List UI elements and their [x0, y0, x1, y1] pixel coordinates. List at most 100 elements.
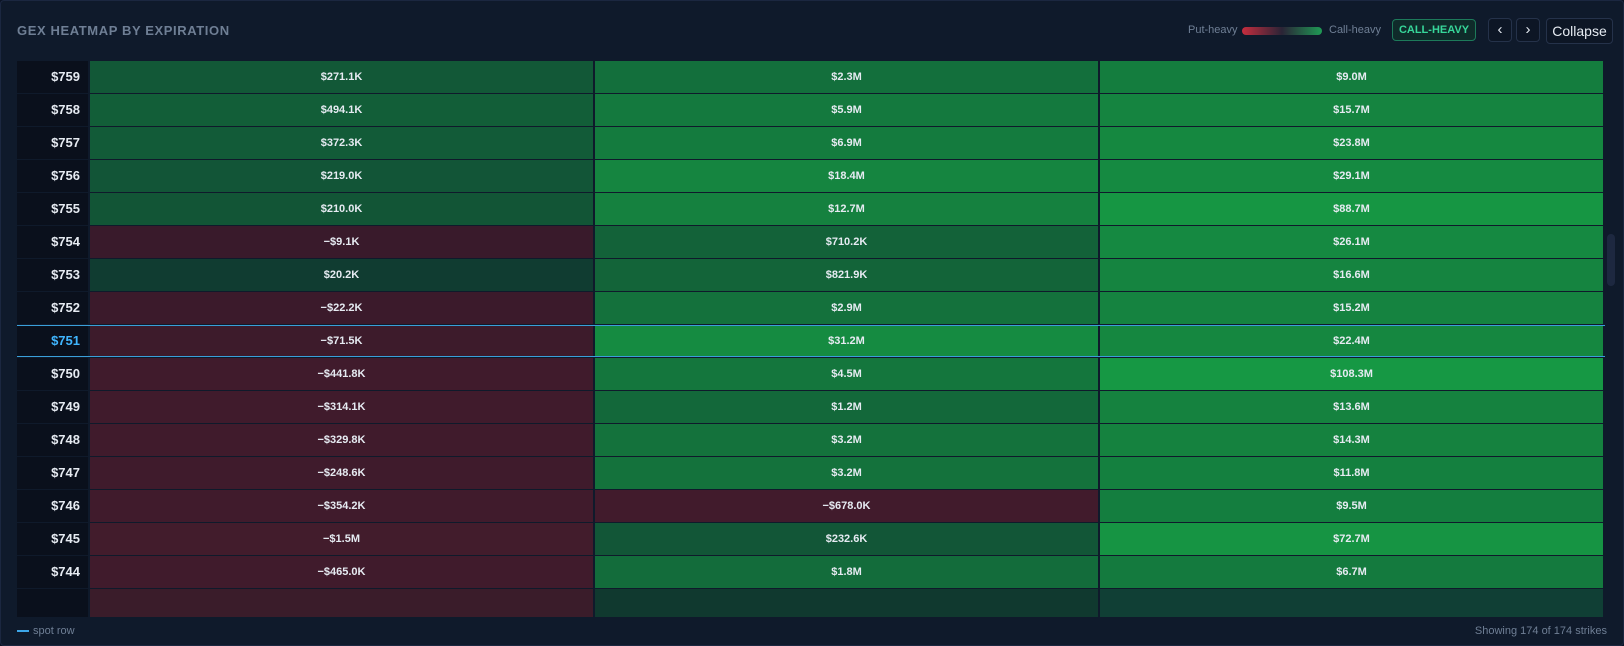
table-row[interactable]: $758 $494.1K $5.9M $15.7M	[17, 94, 1605, 126]
gex-cell[interactable]: $31.2M	[595, 325, 1098, 357]
next-button[interactable]: ›	[1516, 18, 1540, 42]
gex-cell[interactable]: $16.6M	[1100, 259, 1603, 291]
gex-cell[interactable]: $108.3M	[1100, 358, 1603, 390]
gex-cell[interactable]: $3.2M	[595, 424, 1098, 456]
gex-cell[interactable]: −$22.2K	[90, 292, 593, 324]
gex-cell[interactable]: $26.1M	[1100, 226, 1603, 258]
table-row[interactable]: $755 $210.0K $12.7M $88.7M	[17, 193, 1605, 225]
previous-button[interactable]: ‹	[1488, 18, 1512, 42]
gex-cell[interactable]: $18.4M	[595, 160, 1098, 192]
gex-cell[interactable]: $219.0K	[90, 160, 593, 192]
panel-header: GEX HEATMAP BY EXPIRATION Put-heavy Call…	[1, 1, 1623, 57]
strike-cell	[17, 589, 88, 617]
table-row[interactable]: $757 $372.3K $6.9M $23.8M	[17, 127, 1605, 159]
strike-cell: $751	[17, 325, 88, 357]
gex-cell[interactable]: $1.8M	[595, 556, 1098, 588]
panel-title: GEX HEATMAP BY EXPIRATION	[17, 23, 230, 38]
gex-cell[interactable]: $14.3M	[1100, 424, 1603, 456]
gex-cell[interactable]: $15.7M	[1100, 94, 1603, 126]
gex-cell[interactable]: $2.9M	[595, 292, 1098, 324]
gex-cell[interactable]: $22.4M	[1100, 325, 1603, 357]
table-row[interactable]: $754 −$9.1K $710.2K $26.1M	[17, 226, 1605, 258]
gex-cell[interactable]: −$678.0K	[595, 490, 1098, 522]
gex-cell[interactable]: $271.1K	[90, 61, 593, 93]
strike-cell: $744	[17, 556, 88, 588]
strike-cell: $753	[17, 259, 88, 291]
scroll-thumb[interactable]	[1607, 234, 1615, 286]
legend-put-label: Put-heavy	[1188, 24, 1238, 36]
strike-count-label: Showing 174 of 174 strikes	[1474, 625, 1607, 637]
gex-cell[interactable]: $494.1K	[90, 94, 593, 126]
gex-cell[interactable]: −$354.2K	[90, 490, 593, 522]
gex-cell[interactable]	[90, 589, 593, 617]
gex-cell[interactable]: $821.9K	[595, 259, 1098, 291]
table-row[interactable]: $759 $271.1K $2.3M $9.0M	[17, 61, 1605, 93]
strike-cell: $745	[17, 523, 88, 555]
vertical-scrollbar[interactable]	[1607, 57, 1615, 617]
strike-cell: $748	[17, 424, 88, 456]
spot-row[interactable]: $751 −$71.5K $31.2M $22.4M	[17, 325, 1605, 357]
gex-cell[interactable]: $23.8M	[1100, 127, 1603, 159]
gex-cell[interactable]: $210.0K	[90, 193, 593, 225]
strike-cell: $750	[17, 358, 88, 390]
gex-cell[interactable]: −$329.8K	[90, 424, 593, 456]
legend-call-label: Call-heavy	[1329, 24, 1381, 36]
strike-cell: $756	[17, 160, 88, 192]
table-row[interactable]: $744 −$465.0K $1.8M $6.7M	[17, 556, 1605, 588]
table-row[interactable]: $747 −$248.6K $3.2M $11.8M	[17, 457, 1605, 489]
table-row[interactable]: $748 −$329.8K $3.2M $14.3M	[17, 424, 1605, 456]
strike-cell: $752	[17, 292, 88, 324]
gex-cell[interactable]: $710.2K	[595, 226, 1098, 258]
gex-cell[interactable]: $11.8M	[1100, 457, 1603, 489]
strike-cell: $746	[17, 490, 88, 522]
table-row[interactable]: $746 −$354.2K −$678.0K $9.5M	[17, 490, 1605, 522]
gex-cell[interactable]: $12.7M	[595, 193, 1098, 225]
gex-cell[interactable]: $72.7M	[1100, 523, 1603, 555]
strike-cell: $755	[17, 193, 88, 225]
spot-row-legend-label: spot row	[33, 625, 75, 637]
strike-cell: $754	[17, 226, 88, 258]
gex-cell[interactable]: $6.9M	[595, 127, 1098, 159]
gex-cell[interactable]: −$465.0K	[90, 556, 593, 588]
table-row[interactable]: $756 $219.0K $18.4M $29.1M	[17, 160, 1605, 192]
strike-cell: $749	[17, 391, 88, 423]
gex-cell[interactable]: $9.5M	[1100, 490, 1603, 522]
gex-cell[interactable]: −$441.8K	[90, 358, 593, 390]
gex-cell[interactable]: $15.2M	[1100, 292, 1603, 324]
gex-cell[interactable]: $9.0M	[1100, 61, 1603, 93]
gex-cell[interactable]: $3.2M	[595, 457, 1098, 489]
legend-gradient-bar	[1242, 27, 1322, 35]
spot-line-top	[17, 325, 1605, 326]
spot-line-bottom	[17, 356, 1605, 357]
table-row[interactable]: $753 $20.2K $821.9K $16.6M	[17, 259, 1605, 291]
gex-cell[interactable]: $20.2K	[90, 259, 593, 291]
table-row[interactable]: $752 −$22.2K $2.9M $15.2M	[17, 292, 1605, 324]
table-row[interactable]: $750 −$441.8K $4.5M $108.3M	[17, 358, 1605, 390]
gex-cell[interactable]: −$314.1K	[90, 391, 593, 423]
gex-cell[interactable]	[1100, 589, 1603, 617]
gex-cell[interactable]: $4.5M	[595, 358, 1098, 390]
gex-cell[interactable]: $88.7M	[1100, 193, 1603, 225]
gex-cell[interactable]: $1.2M	[595, 391, 1098, 423]
heatmap-grid[interactable]: $759 $271.1K $2.3M $9.0M $758 $494.1K $5.9M $15…	[17, 57, 1605, 617]
gex-cell[interactable]: −$71.5K	[90, 325, 593, 357]
call-heavy-badge: CALL-HEAVY	[1392, 19, 1476, 41]
gex-cell[interactable]: $13.6M	[1100, 391, 1603, 423]
gex-cell[interactable]: −$1.5M	[90, 523, 593, 555]
gex-cell[interactable]: $5.9M	[595, 94, 1098, 126]
gex-cell[interactable]: $372.3K	[90, 127, 593, 159]
strike-cell: $757	[17, 127, 88, 159]
gex-cell[interactable]: $2.3M	[595, 61, 1098, 93]
gex-cell[interactable]: $29.1M	[1100, 160, 1603, 192]
gex-cell[interactable]: −$248.6K	[90, 457, 593, 489]
gex-cell[interactable]: $6.7M	[1100, 556, 1603, 588]
table-row[interactable]: $745 −$1.5M $232.6K $72.7M	[17, 523, 1605, 555]
gex-cell[interactable]	[595, 589, 1098, 617]
table-row[interactable]: $749 −$314.1K $1.2M $13.6M	[17, 391, 1605, 423]
collapse-button[interactable]: Collapse	[1546, 18, 1613, 44]
spot-row-legend: spot row	[17, 625, 75, 637]
gex-cell[interactable]: −$9.1K	[90, 226, 593, 258]
gex-cell[interactable]: $232.6K	[595, 523, 1098, 555]
partial-row-bottom	[17, 589, 1605, 617]
